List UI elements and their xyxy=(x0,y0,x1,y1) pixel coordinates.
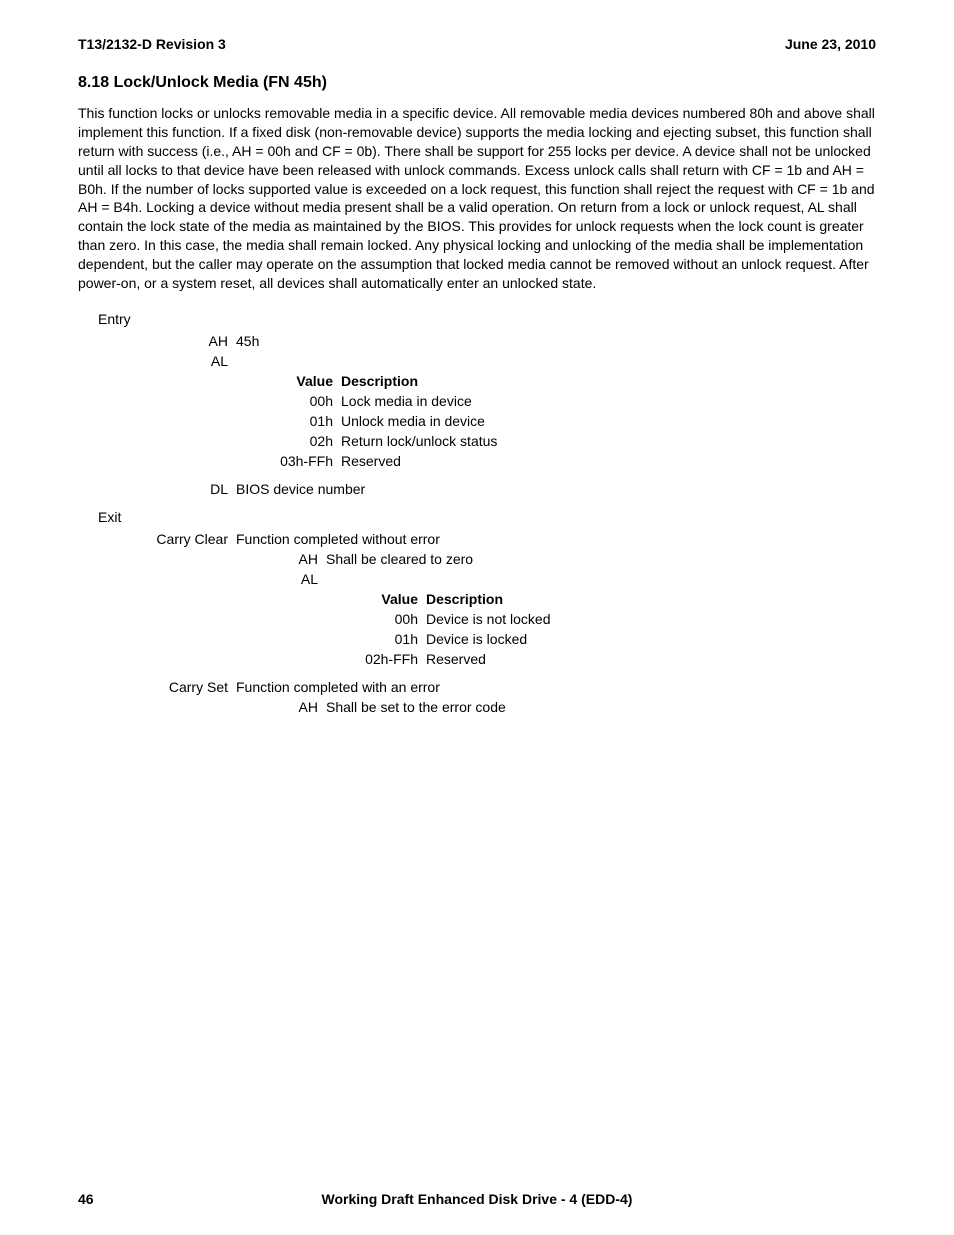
footer-page-number: 46 xyxy=(78,1191,94,1207)
table-row: 02h Return lock/unlock status xyxy=(253,433,876,449)
exit-cs-ah-key: AH xyxy=(178,699,326,715)
table-cell: 01h xyxy=(253,413,341,429)
entry-ah-key: AH xyxy=(98,333,236,349)
table-row: 01h Device is locked xyxy=(338,631,876,647)
table-row: 02h-FFh Reserved xyxy=(338,651,876,667)
table-cell: 01h xyxy=(338,631,426,647)
exit-carry-set-val: Function completed with an error xyxy=(236,679,876,695)
table-header-value: Value xyxy=(253,373,341,389)
entry-ah-row: AH 45h xyxy=(98,333,876,349)
table-cell: Unlock media in device xyxy=(341,413,876,429)
exit-cs-ah-val: Shall be set to the error code xyxy=(326,699,876,715)
table-header-row: Value Description xyxy=(253,373,876,389)
section-body: This function locks or unlocks removable… xyxy=(78,104,876,293)
exit-carry-clear-val: Function completed without error xyxy=(236,531,876,547)
table-cell: Lock media in device xyxy=(341,393,876,409)
exit-cc-ah-val: Shall be cleared to zero xyxy=(326,551,876,567)
exit-label: Exit xyxy=(98,509,876,525)
table-row: 03h-FFh Reserved xyxy=(253,453,876,469)
page-content: T13/2132-D Revision 3 June 23, 2010 8.18… xyxy=(0,0,954,715)
exit-cc-al-row: AL xyxy=(178,571,876,587)
header-left: T13/2132-D Revision 3 xyxy=(78,36,226,52)
entry-al-table: Value Description 00h Lock media in devi… xyxy=(253,373,876,469)
exit-cc-al-val xyxy=(326,571,876,587)
register-block: Entry AH 45h AL Value Description 00h Lo… xyxy=(98,311,876,715)
header-right: June 23, 2010 xyxy=(785,36,876,52)
entry-dl-row: DL BIOS device number xyxy=(98,481,876,497)
table-header-row: Value Description xyxy=(338,591,876,607)
section-title: 8.18 Lock/Unlock Media (FN 45h) xyxy=(78,74,876,92)
table-cell: Reserved xyxy=(341,453,876,469)
table-cell: Reserved xyxy=(426,651,876,667)
exit-carry-set-row: Carry Set Function completed with an err… xyxy=(98,679,876,695)
entry-al-val xyxy=(236,353,876,369)
exit-cc-al-key: AL xyxy=(178,571,326,587)
entry-al-row: AL xyxy=(98,353,876,369)
exit-carry-set-key: Carry Set xyxy=(98,679,236,695)
table-cell: 03h-FFh xyxy=(253,453,341,469)
table-row: 00h Lock media in device xyxy=(253,393,876,409)
table-row: 01h Unlock media in device xyxy=(253,413,876,429)
exit-cc-al-table: Value Description 00h Device is not lock… xyxy=(338,591,876,667)
entry-dl-key: DL xyxy=(98,481,236,497)
exit-cc-ah-key: AH xyxy=(178,551,326,567)
exit-cc-ah-row: AH Shall be cleared to zero xyxy=(178,551,876,567)
table-cell: Device is not locked xyxy=(426,611,876,627)
page-footer: 46 Working Draft Enhanced Disk Drive - 4… xyxy=(78,1191,876,1207)
table-row: 00h Device is not locked xyxy=(338,611,876,627)
footer-center-text: Working Draft Enhanced Disk Drive - 4 (E… xyxy=(78,1191,876,1207)
table-cell: 02h xyxy=(253,433,341,449)
exit-cs-ah-row: AH Shall be set to the error code xyxy=(178,699,876,715)
table-cell: Device is locked xyxy=(426,631,876,647)
table-cell: Return lock/unlock status xyxy=(341,433,876,449)
page-header: T13/2132-D Revision 3 June 23, 2010 xyxy=(78,36,876,52)
table-header-desc: Description xyxy=(341,373,876,389)
entry-label: Entry xyxy=(98,311,876,327)
table-cell: 00h xyxy=(338,611,426,627)
table-header-desc: Description xyxy=(426,591,876,607)
table-header-value: Value xyxy=(338,591,426,607)
table-cell: 00h xyxy=(253,393,341,409)
table-cell: 02h-FFh xyxy=(338,651,426,667)
entry-ah-val: 45h xyxy=(236,333,876,349)
exit-carry-clear-row: Carry Clear Function completed without e… xyxy=(98,531,876,547)
exit-carry-clear-key: Carry Clear xyxy=(98,531,236,547)
entry-dl-val: BIOS device number xyxy=(236,481,876,497)
entry-al-key: AL xyxy=(98,353,236,369)
